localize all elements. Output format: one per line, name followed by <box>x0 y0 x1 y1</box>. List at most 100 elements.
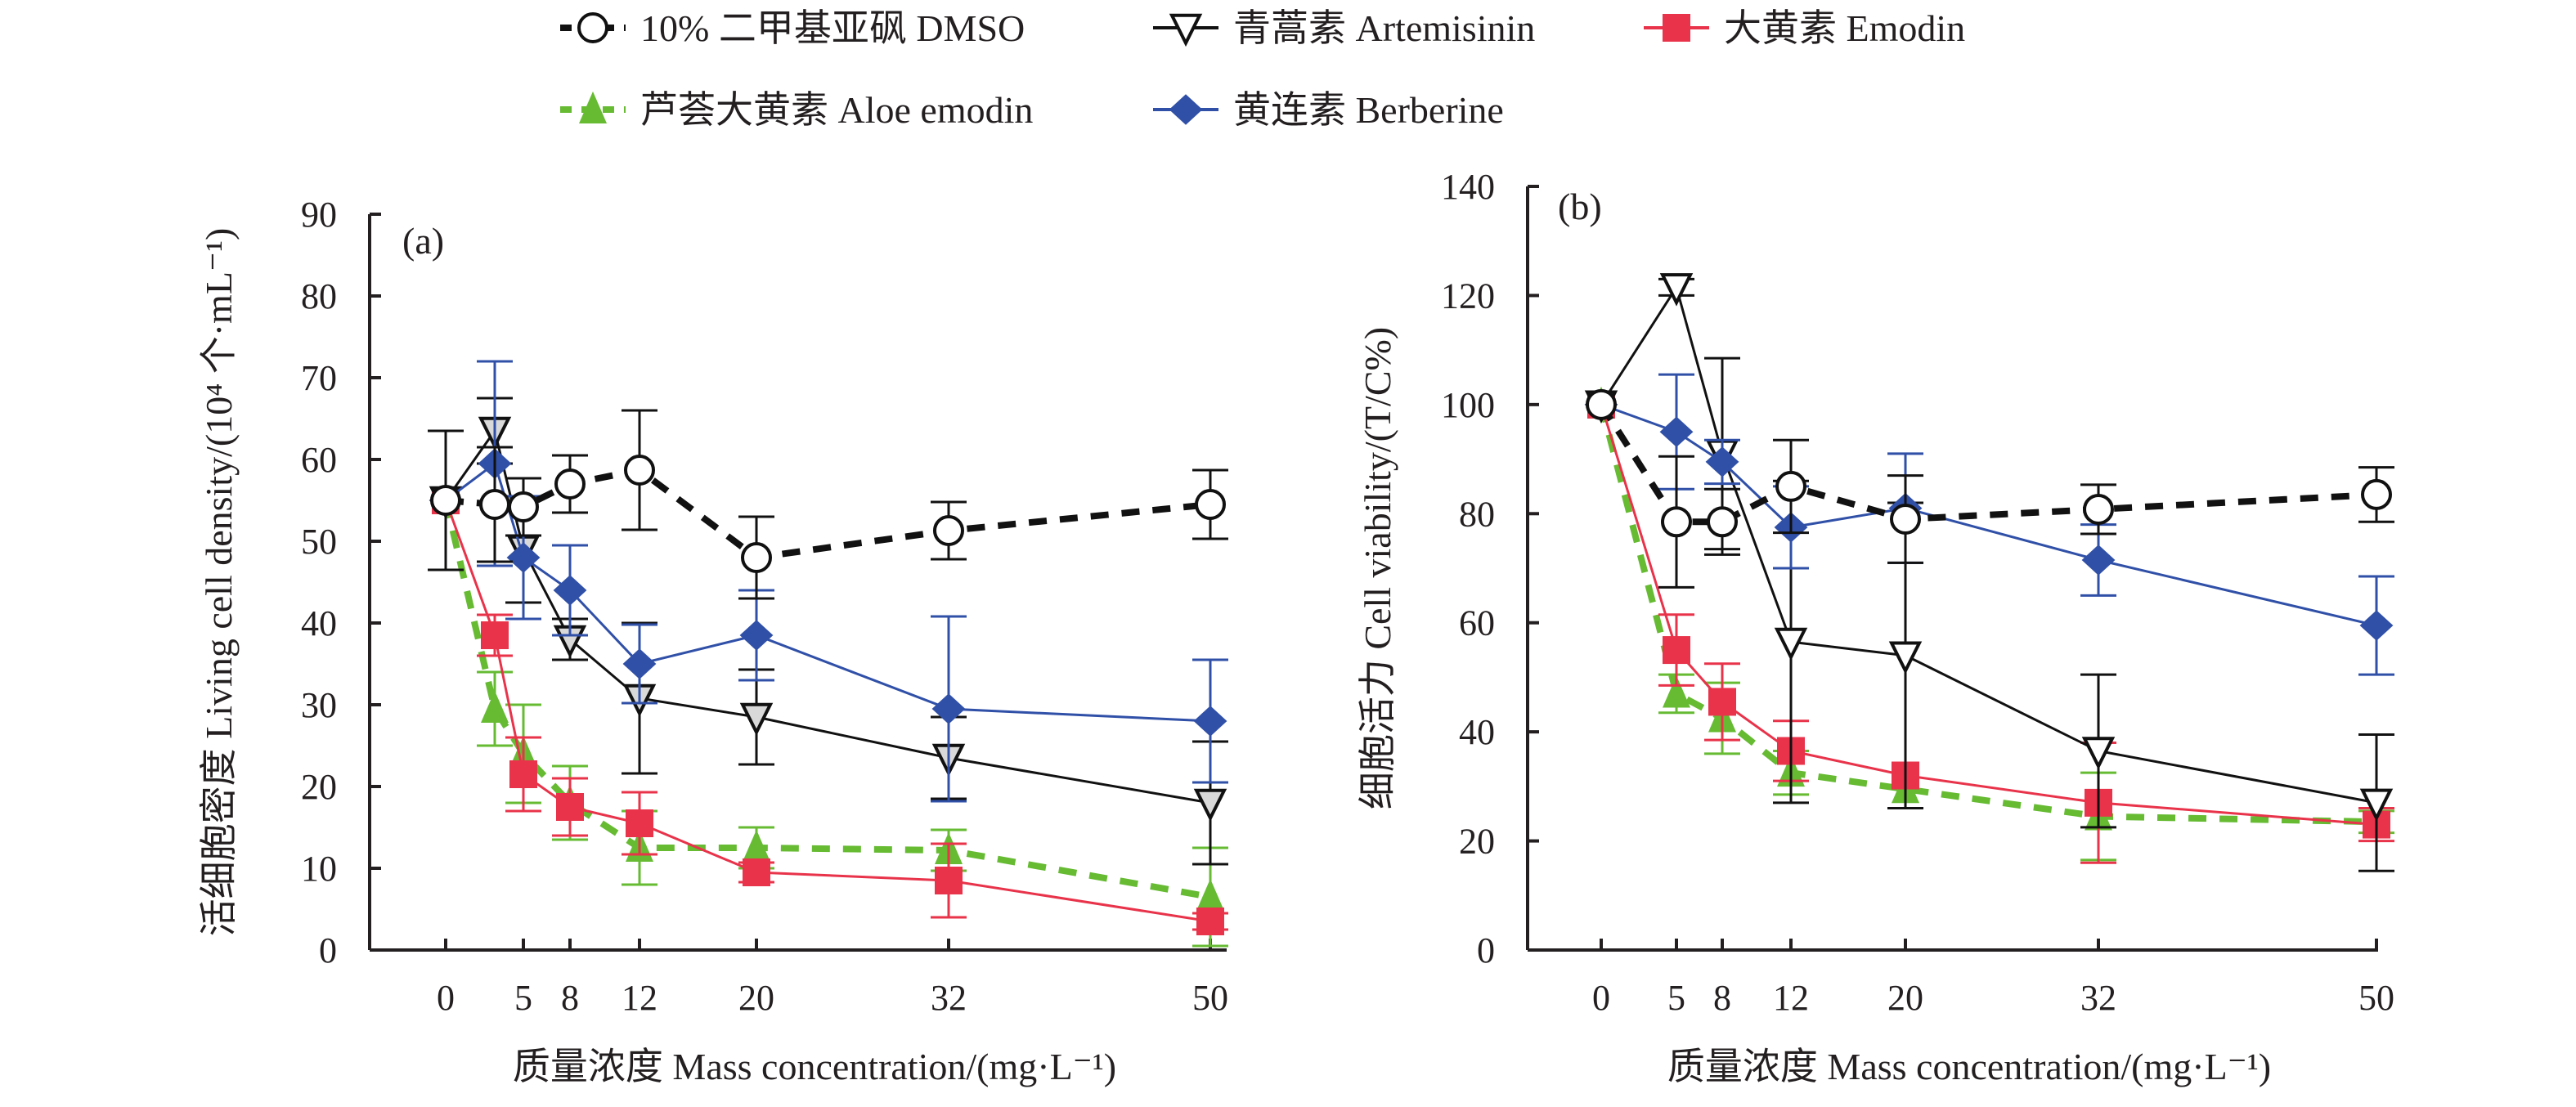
legend-item-artemisinin: 青蒿素 Artemisinin <box>1153 7 1535 49</box>
series-berberine <box>429 360 1228 803</box>
marker-square <box>935 867 963 894</box>
marker-diamond <box>506 542 541 573</box>
series-aloe <box>1587 386 2394 862</box>
series-line-aloe <box>442 500 1211 900</box>
marker-circle <box>1661 506 1692 538</box>
marker-circle <box>1890 503 1921 535</box>
y-tick-label: 0 <box>319 930 337 970</box>
y-tick-label: 30 <box>301 685 337 725</box>
legend-item-aloe: 芦荟大黄素 Aloe emodin <box>560 89 1033 131</box>
marker-square <box>743 858 770 886</box>
x-tick-label: 5 <box>1667 978 1685 1018</box>
panel-label: (a) <box>402 220 444 262</box>
marker-diamond <box>622 648 657 679</box>
series-dmso <box>428 409 1228 600</box>
series-line-artemisinin <box>444 428 1211 804</box>
y-tick-label: 80 <box>1459 494 1495 534</box>
legend: 10% 二甲基亚砜 DMSO 青蒿素 Artemisinin 大黄素 Emodin 芦… <box>560 7 1965 131</box>
x-tick-label: 32 <box>931 978 967 1018</box>
marker-circle <box>577 12 608 43</box>
series-line-dmso <box>445 466 1211 562</box>
marker-circle <box>933 515 964 546</box>
y-tick-label: 80 <box>301 276 337 316</box>
marker-diamond <box>739 620 774 651</box>
marker-triangle-down <box>1888 641 1923 675</box>
x-tick-label: 50 <box>1192 978 1228 1018</box>
marker-triangle-up <box>1663 675 1690 708</box>
x-tick-label: 8 <box>1713 978 1731 1018</box>
marker-diamond <box>2081 545 2116 576</box>
x-axis-title: 质量浓度 Mass concentration/(mg·L⁻¹) <box>513 1046 1116 1087</box>
marker-diamond <box>1169 94 1203 125</box>
y-tick-label: 60 <box>1459 603 1495 643</box>
marker-square <box>1663 14 1690 42</box>
marker-square <box>1708 688 1736 716</box>
y-tick-label: 0 <box>1477 930 1495 970</box>
marker-triangle-up <box>1196 878 1224 911</box>
marker-square <box>1663 636 1690 665</box>
marker-circle <box>1195 489 1226 520</box>
y-tick-label: 140 <box>1441 167 1495 207</box>
marker-circle <box>1586 388 1617 420</box>
marker-square <box>626 809 653 837</box>
series-emodin <box>432 486 1228 935</box>
marker-diamond <box>1659 416 1694 447</box>
marker-circle <box>508 491 539 522</box>
x-tick-label: 12 <box>622 978 657 1018</box>
series-line-berberine <box>445 461 1211 723</box>
marker-square <box>509 760 537 788</box>
marker-triangle-up <box>579 91 607 123</box>
marker-triangle-up <box>481 690 509 723</box>
y-tick-label: 60 <box>301 440 337 480</box>
legend-item-berberine: 黄连素 Berberine <box>1153 89 1504 131</box>
y-tick-label: 10 <box>301 849 337 889</box>
marker-circle <box>479 489 510 520</box>
y-tick-label: 20 <box>301 767 337 807</box>
legend-label: 大黄素 Emodin <box>1724 7 1965 49</box>
legend-item-dmso: 10% 二甲基亚砜 DMSO <box>560 7 1025 49</box>
marker-circle <box>430 485 461 516</box>
y-tick-label: 100 <box>1441 385 1495 425</box>
x-tick-label: 0 <box>1592 978 1610 1018</box>
x-tick-label: 12 <box>1773 978 1809 1018</box>
marker-triangle-down <box>1169 13 1203 47</box>
y-tick-label: 20 <box>1459 822 1495 862</box>
marker-circle <box>2083 493 2114 525</box>
legend-label: 黄连素 Berberine <box>1233 89 1504 131</box>
y-tick-label: 50 <box>301 522 337 562</box>
y-tick-label: 40 <box>1459 712 1495 752</box>
marker-triangle-down <box>1193 788 1227 822</box>
x-axis-title: 质量浓度 Mass concentration/(mg·L⁻¹) <box>1667 1046 2271 1087</box>
marker-diamond <box>1193 706 1227 737</box>
marker-triangle-down <box>1774 627 1808 661</box>
x-tick-label: 8 <box>561 978 579 1018</box>
y-tick-label: 90 <box>301 195 337 235</box>
marker-circle <box>1775 470 1806 502</box>
marker-circle <box>554 468 586 500</box>
marker-square <box>556 793 584 821</box>
marker-diamond <box>931 693 966 724</box>
x-tick-label: 5 <box>514 978 532 1018</box>
marker-triangle-down <box>1659 273 1694 307</box>
marker-triangle-down <box>739 702 774 737</box>
legend-label: 10% 二甲基亚砜 DMSO <box>640 7 1025 49</box>
y-axis-title: 细胞活力 Cell viability/(T/C%) <box>1357 327 1398 809</box>
marker-triangle-down <box>2081 737 2116 770</box>
y-tick-label: 70 <box>301 358 337 398</box>
series-line-emodin <box>444 500 1211 923</box>
panel-a: 0 10 20 30 40 50 60 70 80 90 0 5 8 12 20 32 50 质量浓度 Mass … <box>198 195 1228 1087</box>
x-tick-label: 32 <box>2080 978 2116 1018</box>
marker-triangle-down <box>2359 788 2394 822</box>
marker-circle <box>1707 506 1738 538</box>
panel-b: 0 20 40 60 80 100 120 140 0 5 8 12 20 32 50 质量浓度 Mass c… <box>1357 167 2394 1087</box>
marker-circle <box>2361 478 2392 510</box>
marker-diamond <box>553 575 587 606</box>
x-tick-label: 20 <box>1887 978 1923 1018</box>
y-tick-label: 40 <box>301 603 337 643</box>
x-tick-label: 0 <box>437 978 455 1018</box>
marker-square <box>1196 908 1224 935</box>
marker-square <box>481 621 509 649</box>
y-axis-title: 活细胞密度 Living cell density/(10⁴ 个·mL⁻¹) <box>198 228 240 937</box>
legend-item-emodin: 大黄素 Emodin <box>1644 7 1965 49</box>
legend-label: 芦荟大黄素 Aloe emodin <box>640 89 1033 131</box>
